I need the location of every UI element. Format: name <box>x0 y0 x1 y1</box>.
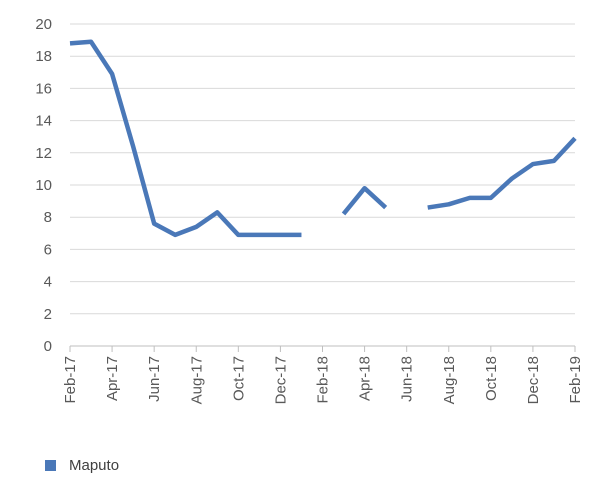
line-chart: 0 2 4 6 8 10 12 14 16 18 20 Feb-17 Apr-17 Jun-17 Aug-… <box>35 16 584 404</box>
x-tick-label: Feb-18 <box>315 356 332 404</box>
y-tick-label: 4 <box>44 274 52 291</box>
y-tick-label: 0 <box>44 338 52 355</box>
x-tick-label: Oct-17 <box>230 356 247 401</box>
legend-label-maputo: Maputo <box>69 457 120 474</box>
x-axis-ticks: Feb-17 Apr-17 Jun-17 Aug-17 Oct-17 Dec-17 Feb-… <box>62 346 584 404</box>
y-tick-label: 10 <box>35 177 52 194</box>
legend: Maputo <box>45 457 119 474</box>
x-tick-label: Apr-18 <box>357 356 374 401</box>
y-tick-label: 8 <box>44 209 52 226</box>
y-tick-label: 6 <box>44 241 52 258</box>
y-tick-label: 16 <box>35 80 52 97</box>
x-tick-label: Feb-17 <box>62 356 79 404</box>
x-tick-label: Aug-18 <box>441 356 458 404</box>
x-tick-label: Aug-17 <box>188 356 205 404</box>
series-layer <box>69 39 577 238</box>
y-tick-label: 2 <box>44 306 52 323</box>
gridlines <box>70 23 575 347</box>
legend-swatch-maputo <box>45 460 56 471</box>
x-tick-label: Jun-17 <box>146 356 163 402</box>
x-tick-label: Apr-17 <box>104 356 121 401</box>
y-tick-label: 20 <box>35 16 52 33</box>
x-tick-label: Oct-18 <box>483 356 500 401</box>
x-tick-label: Dec-18 <box>525 356 542 404</box>
x-tick-label: Feb-19 <box>567 356 584 404</box>
y-axis-ticks: 0 2 4 6 8 10 12 14 16 18 20 <box>35 16 52 355</box>
y-tick-label: 18 <box>35 48 52 65</box>
x-tick-label: Jun-18 <box>399 356 416 402</box>
x-tick-label: Dec-17 <box>272 356 289 404</box>
series-line-maputo <box>69 39 577 238</box>
y-tick-label: 14 <box>35 113 52 130</box>
y-tick-label: 12 <box>35 145 52 162</box>
